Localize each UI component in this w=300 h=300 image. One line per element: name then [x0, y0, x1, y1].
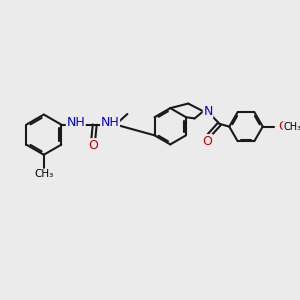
- Text: CH₃: CH₃: [34, 169, 53, 179]
- Text: NH: NH: [101, 116, 119, 129]
- Text: O: O: [88, 139, 98, 152]
- Text: NH: NH: [66, 116, 85, 129]
- Text: N: N: [203, 105, 213, 118]
- Text: O: O: [278, 120, 288, 133]
- Text: CH₃: CH₃: [283, 122, 300, 132]
- Text: O: O: [202, 135, 212, 148]
